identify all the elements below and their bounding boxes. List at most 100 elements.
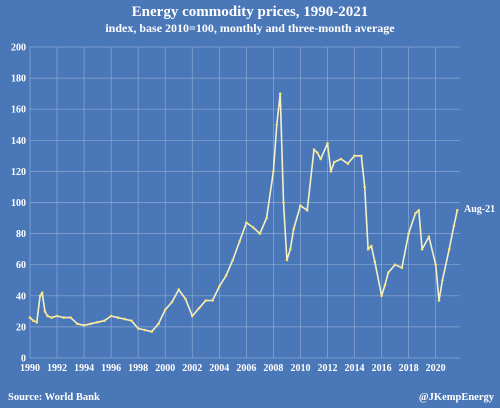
- data-point: [360, 154, 363, 158]
- x-tick-label: 2014: [345, 363, 365, 374]
- x-tick-label: 1996: [101, 363, 121, 374]
- data-point: [387, 271, 390, 274]
- data-point: [400, 266, 404, 270]
- data-point: [170, 300, 174, 304]
- data-point: [218, 285, 221, 288]
- series-layer: [28, 92, 459, 333]
- data-point: [35, 320, 39, 324]
- data-point: [157, 322, 160, 326]
- data-point: [383, 283, 387, 287]
- y-tick-label: 100: [11, 198, 26, 209]
- source-note: Source: World Bank: [8, 392, 100, 403]
- data-point: [150, 330, 153, 333]
- y-tick-label: 0: [21, 354, 26, 365]
- data-point: [282, 201, 285, 204]
- data-point: [319, 157, 323, 161]
- data-point: [452, 224, 456, 228]
- y-tick-label: 80: [16, 229, 26, 240]
- annotation-aug-21: Aug-21: [464, 204, 495, 215]
- data-point: [32, 319, 35, 323]
- x-tick-label: 2004: [209, 363, 229, 374]
- x-tick-label: 2020: [426, 363, 446, 374]
- gridlines: [29, 46, 460, 359]
- data-point: [62, 316, 66, 319]
- data-point: [245, 221, 248, 224]
- data-point: [238, 240, 241, 243]
- chart-title: Energy commodity prices, 1990-2021: [132, 4, 369, 20]
- y-tick-label: 40: [16, 291, 26, 302]
- data-point: [163, 308, 167, 312]
- data-point: [28, 316, 32, 319]
- data-point: [289, 247, 292, 251]
- data-point: [103, 319, 106, 323]
- x-tick-label: 2012: [317, 363, 337, 374]
- data-point: [332, 160, 336, 164]
- data-point: [407, 232, 410, 235]
- data-point: [130, 319, 133, 323]
- data-point: [363, 185, 367, 189]
- y-tick-label: 200: [11, 43, 26, 54]
- y-tick-labels: 0 20 40 60 80 100 120 140 160 180 200: [11, 43, 26, 365]
- data-point: [326, 142, 329, 145]
- y-tick-label: 120: [11, 167, 26, 178]
- data-point: [312, 148, 316, 151]
- y-tick-label: 160: [11, 105, 26, 116]
- data-point: [292, 227, 296, 231]
- x-tick-label: 2002: [182, 363, 202, 374]
- data-point: [339, 157, 343, 161]
- data-point: [456, 209, 459, 212]
- x-tick-label: 2006: [236, 363, 256, 374]
- data-point: [46, 314, 49, 318]
- data-point: [370, 244, 373, 248]
- data-point: [380, 294, 383, 298]
- data-point: [191, 314, 194, 318]
- x-tick-label: 2018: [399, 363, 419, 374]
- data-point: [177, 288, 180, 291]
- data-point: [116, 316, 120, 319]
- x-tick-label: 1990: [20, 363, 40, 374]
- data-point: [136, 327, 140, 330]
- data-point: [437, 299, 441, 302]
- data-point: [50, 316, 53, 319]
- data-point: [305, 209, 309, 212]
- y-tick-label: 60: [16, 260, 26, 271]
- data-point: [251, 226, 255, 229]
- data-point: [441, 279, 444, 282]
- data-point: [414, 212, 417, 215]
- data-point: [393, 263, 397, 267]
- data-point: [55, 314, 59, 318]
- data-point: [299, 204, 302, 207]
- data-point: [275, 123, 279, 127]
- data-point: [285, 258, 289, 262]
- x-tick-label: 2000: [155, 363, 175, 374]
- y-tick-label: 140: [11, 136, 26, 147]
- data-point: [76, 322, 79, 326]
- data-point: [329, 170, 333, 173]
- data-point: [96, 320, 99, 324]
- data-point: [123, 317, 126, 321]
- data-point: [204, 299, 208, 302]
- data-point: [373, 260, 377, 263]
- data-point: [427, 235, 431, 238]
- data-point: [316, 151, 319, 154]
- author-handle: @JKempEnergy: [419, 392, 495, 403]
- data-point: [82, 324, 86, 327]
- data-point: [43, 310, 47, 313]
- x-tick-label: 2008: [263, 363, 283, 374]
- data-point: [69, 316, 72, 319]
- data-point: [211, 299, 214, 302]
- data-point: [420, 247, 424, 251]
- data-point: [109, 314, 113, 318]
- data-point: [434, 263, 438, 267]
- data-point: [278, 92, 282, 95]
- x-tick-label: 1994: [74, 363, 94, 374]
- y-tick-label: 20: [16, 322, 26, 333]
- data-point: [447, 247, 451, 251]
- y-tick-label: 180: [11, 74, 26, 85]
- x-tick-label: 1998: [128, 363, 148, 374]
- x-tick-label: 2010: [290, 363, 310, 374]
- chart-subtitle: index, base 2010=100, monthly and three-…: [105, 21, 395, 35]
- x-tick-labels: 1990 1992 1994 1996 1998 2000 2002 2004 2006 2008…: [20, 363, 446, 374]
- data-point: [89, 322, 93, 326]
